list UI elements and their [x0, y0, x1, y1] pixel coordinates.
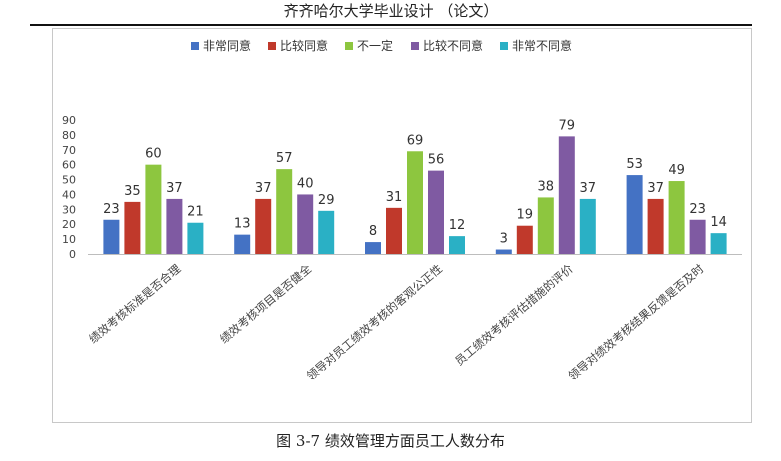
x-category-label: 领导对员工绩效考核的客观公正性	[304, 262, 445, 384]
bar	[449, 236, 465, 254]
data-label: 56	[428, 153, 445, 168]
legend-label: 非常不同意	[512, 38, 572, 53]
data-label: 14	[710, 215, 727, 230]
data-label: 37	[255, 181, 272, 196]
bar	[145, 164, 162, 254]
legend-swatch	[345, 42, 353, 50]
y-tick-label: 80	[62, 129, 76, 142]
data-label: 12	[449, 218, 466, 233]
bar	[558, 136, 575, 254]
data-label: 23	[689, 202, 706, 217]
data-label: 53	[626, 157, 643, 172]
data-label: 37	[580, 181, 597, 196]
bar	[579, 198, 596, 254]
data-label: 49	[668, 163, 685, 178]
page-header: 齐齐哈尔大学毕业设计 （论文）	[30, 0, 752, 26]
bar	[689, 219, 706, 254]
y-tick-label: 70	[62, 144, 76, 157]
data-label: 29	[318, 193, 335, 208]
bar	[234, 234, 251, 254]
bar	[668, 181, 685, 254]
legend-label: 比较不同意	[423, 38, 483, 53]
y-tick-label: 90	[62, 114, 76, 127]
y-tick-label: 40	[62, 188, 76, 201]
bar	[428, 170, 444, 254]
bar	[516, 225, 533, 254]
data-label: 23	[103, 202, 120, 217]
y-tick-label: 20	[62, 218, 76, 231]
bar	[166, 198, 183, 254]
legend: 非常同意 比较同意 不一定 比较不同意 非常不同意	[191, 38, 572, 53]
legend-label: 不一定	[357, 38, 393, 53]
y-tick-label: 60	[62, 159, 76, 172]
data-label: 19	[517, 208, 534, 223]
bar	[407, 151, 423, 254]
data-label: 40	[297, 176, 314, 191]
data-label: 60	[145, 147, 162, 162]
data-label: 35	[124, 184, 141, 199]
data-label: 3	[500, 232, 508, 247]
legend-label: 比较同意	[280, 38, 328, 53]
bar	[318, 210, 335, 254]
legend-label: 非常同意	[203, 38, 251, 53]
legend-swatch	[191, 42, 199, 50]
x-category-label: 绩效考核标准是否合理	[86, 261, 183, 346]
y-tick-label: 0	[69, 248, 76, 261]
data-label: 57	[276, 151, 293, 166]
legend-swatch	[268, 42, 276, 50]
bar	[710, 233, 727, 254]
data-label: 8	[369, 224, 377, 239]
data-label: 38	[538, 179, 555, 194]
data-label: 21	[187, 205, 204, 220]
data-label: 37	[647, 181, 664, 196]
bar	[103, 219, 120, 254]
x-category-label: 领导对绩效考核结果反馈是否及时	[565, 261, 707, 383]
y-tick-label: 50	[62, 174, 76, 187]
data-label: 13	[234, 217, 251, 232]
legend-swatch	[411, 42, 419, 50]
legend-swatch	[500, 42, 508, 50]
data-label: 69	[407, 133, 424, 148]
bar	[255, 198, 272, 254]
bar	[365, 242, 381, 254]
bar	[386, 207, 402, 254]
x-category-label: 绩效考核项目是否健全	[217, 261, 314, 346]
bar	[297, 194, 314, 254]
data-label: 31	[386, 190, 403, 205]
figure-caption: 图 3-7 绩效管理方面员工人数分布	[276, 432, 505, 450]
x-category-label: 员工绩效考核评估措施的评价	[452, 261, 576, 368]
y-tick-label: 10	[62, 233, 76, 246]
bar	[495, 249, 512, 254]
bar	[647, 198, 664, 254]
data-label: 79	[559, 118, 576, 133]
bar	[187, 222, 204, 254]
data-labels: 23 35 60 37 21 13 37 57 40 29 8 31 69 56 12 3 19 38 79 37 53…	[103, 118, 727, 246]
bar	[626, 175, 643, 254]
bar	[124, 201, 141, 254]
bars	[103, 136, 727, 254]
bar	[537, 197, 554, 254]
data-label: 37	[166, 181, 183, 196]
y-tick-label: 30	[62, 203, 76, 216]
bar	[276, 169, 293, 254]
